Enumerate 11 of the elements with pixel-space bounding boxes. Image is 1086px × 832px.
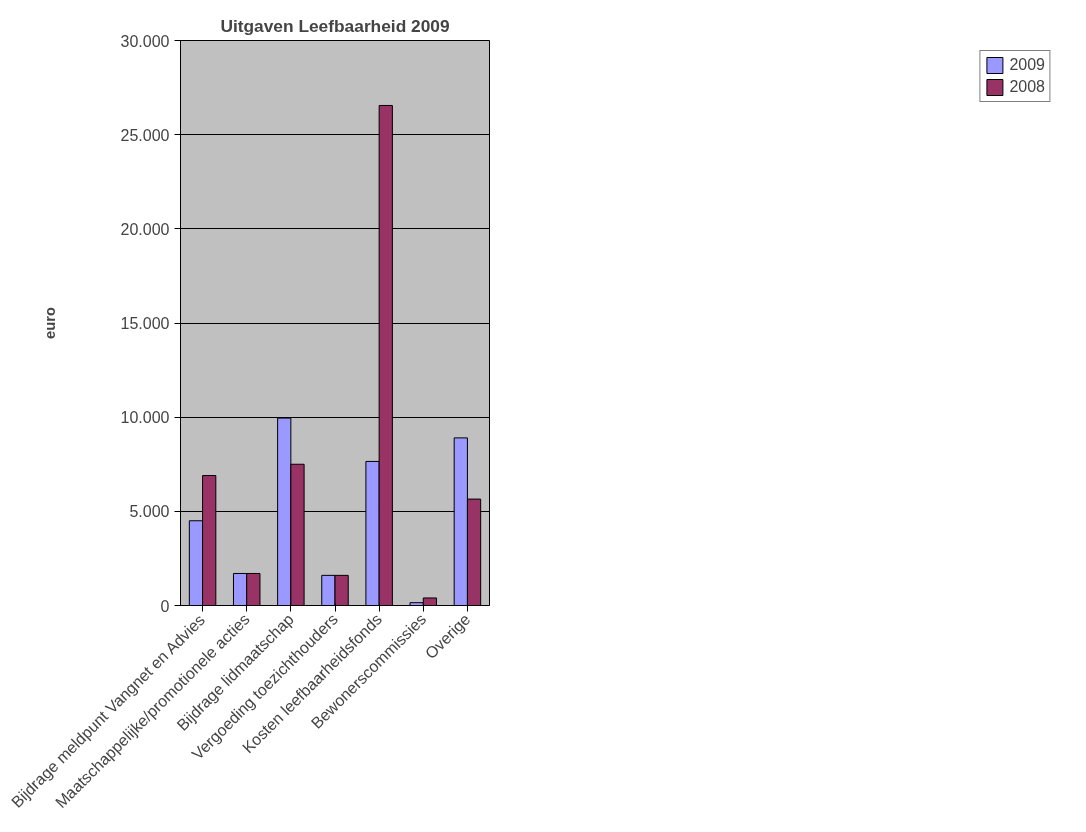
y-tick-label: 20.000 [120, 220, 170, 238]
y-tick-label: 15.000 [120, 315, 170, 332]
y-axis-title: euro [41, 307, 58, 339]
y-tick-label: 30.000 [120, 32, 170, 50]
legend-label: 2009 [1009, 56, 1045, 74]
chart-title: Uitgaven Leefbaarheid 2009 [220, 15, 450, 36]
y-tick-label: 10.000 [120, 409, 170, 427]
y-tick-label: 5.000 [129, 503, 170, 521]
y-tick-label: 25.000 [120, 126, 170, 144]
y-tick-label: 0 [160, 597, 170, 615]
legend-label: 2008 [1009, 78, 1045, 96]
